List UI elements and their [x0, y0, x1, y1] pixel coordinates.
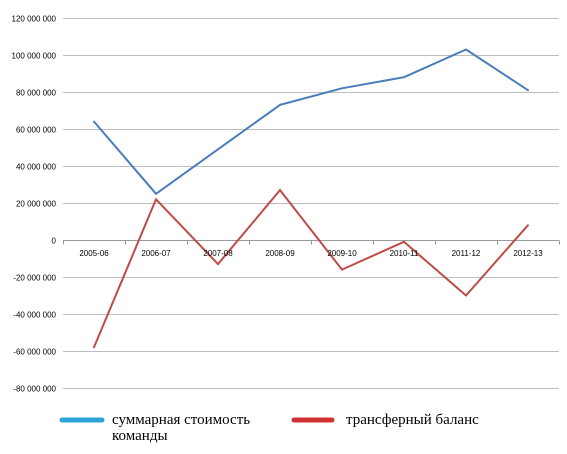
- x-axis-ticks: 2005-06 2006-07 2007-08 2008-09 2009-10 2010-…: [79, 249, 543, 258]
- data-point: [341, 87, 343, 90]
- data-point: [527, 224, 529, 227]
- x-tick-label: 2011-12: [452, 249, 481, 258]
- y-tick-label: 80 000 000: [16, 89, 57, 98]
- x-tick-label: 2005-06: [79, 249, 109, 258]
- data-point: [465, 294, 467, 297]
- data-point: [403, 240, 405, 243]
- x-tick-label: 2010-11: [390, 249, 419, 258]
- data-point: [279, 103, 281, 106]
- y-tick-label: -60 000 000: [13, 348, 56, 357]
- y-tick-label: 40 000 000: [16, 163, 57, 172]
- x-tick-label: 2006-07: [141, 249, 171, 258]
- data-point: [93, 346, 95, 349]
- data-point: [465, 48, 467, 51]
- legend-label-1: трансферный баланс: [346, 412, 479, 428]
- legend-label-0: команды: [112, 428, 168, 444]
- y-tick-label: -40 000 000: [13, 311, 56, 320]
- data-point: [93, 120, 95, 123]
- y-axis-ticks: 120 000 000 100 000 000 80 000 000 60 000 0…: [12, 15, 57, 394]
- series-line-1: [93, 189, 529, 348]
- y-tick-label: 60 000 000: [16, 126, 57, 135]
- data-point: [527, 89, 529, 92]
- gridlines: [63, 18, 560, 389]
- data-point: [341, 268, 343, 271]
- y-tick-label: 0: [52, 237, 57, 246]
- x-tick-label: 2008-09: [265, 249, 295, 258]
- data-point: [217, 263, 219, 266]
- y-tick-label: 100 000 000: [12, 52, 57, 61]
- y-tick-label: 20 000 000: [16, 200, 57, 209]
- data-point: [403, 76, 405, 79]
- y-tick-label: -80 000 000: [13, 385, 56, 394]
- data-point: [217, 148, 219, 151]
- y-tick-label: -20 000 000: [13, 274, 56, 283]
- series-lines: [93, 48, 529, 349]
- legend-label-0: суммарная стоимость: [112, 412, 250, 428]
- x-tick-label: 2009-10: [327, 249, 357, 258]
- data-point: [155, 192, 157, 195]
- x-tick-label: 2007-08: [203, 249, 233, 258]
- y-tick-label: 120 000 000: [12, 15, 57, 24]
- data-point: [279, 189, 281, 192]
- x-tick-label: 2012-13: [513, 249, 543, 258]
- series-line-0: [93, 48, 529, 195]
- data-point: [155, 198, 157, 201]
